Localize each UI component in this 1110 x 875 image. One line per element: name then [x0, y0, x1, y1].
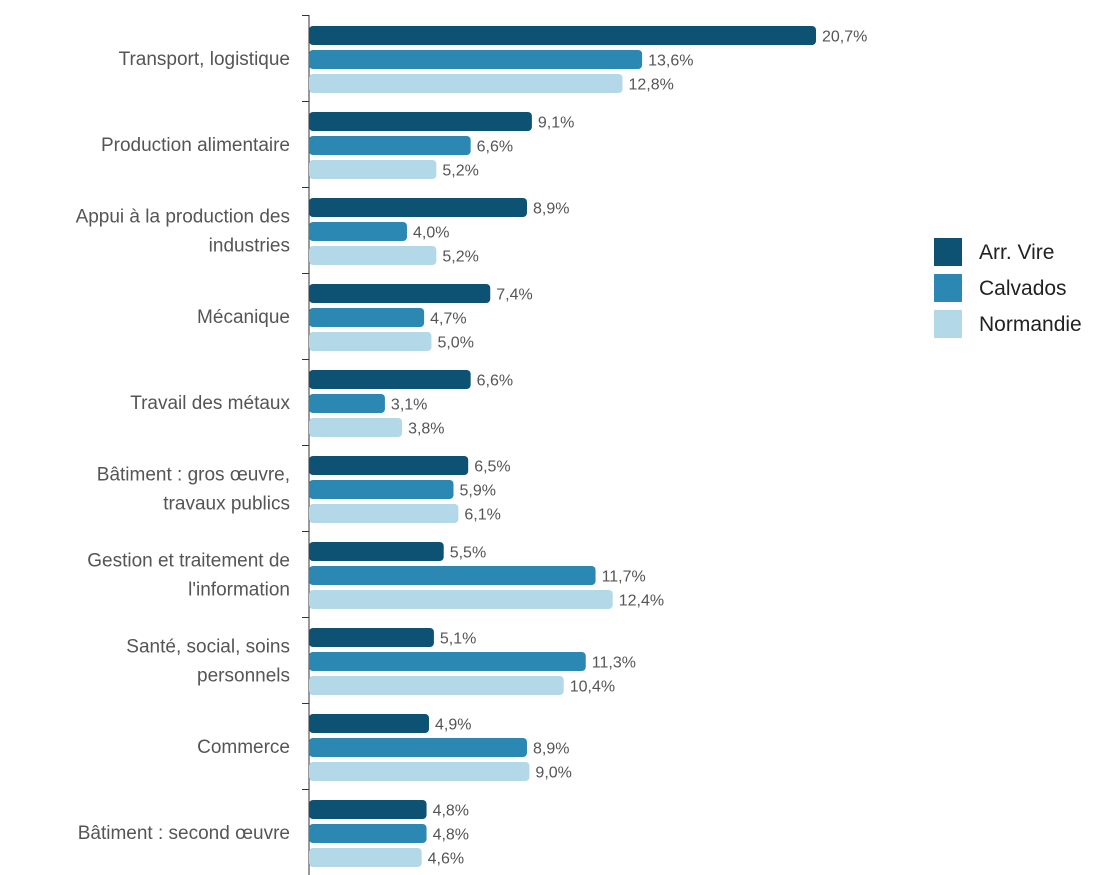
value-label: 5,5% [450, 545, 486, 562]
value-label: 5,2% [442, 249, 478, 266]
category-label: Travail des métaux [130, 393, 290, 414]
value-label: 4,7% [430, 311, 466, 328]
bar-arr-vire-4 [309, 370, 471, 389]
value-label: 5,9% [460, 483, 496, 500]
legend-label: Calvados [979, 277, 1067, 300]
value-label: 5,2% [442, 163, 478, 180]
category-label: Santé, social, soins [126, 637, 290, 658]
bar-calvados-1 [309, 136, 471, 155]
value-label: 12,8% [629, 77, 674, 94]
value-label: 13,6% [648, 53, 693, 70]
bar-arr-vire-3 [309, 284, 491, 303]
value-label: 6,6% [477, 139, 513, 156]
category-label: personnels [197, 666, 290, 687]
bar-normandie-8 [309, 762, 530, 781]
bar-arr-vire-6 [309, 542, 444, 561]
bar-normandie-7 [309, 676, 564, 695]
category-label: Gestion et traitement de [87, 551, 290, 572]
category-label: travaux publics [163, 494, 290, 515]
category-label: industries [209, 236, 290, 257]
legend-label: Arr. Vire [979, 241, 1054, 264]
value-label: 6,1% [464, 507, 500, 524]
bar-normandie-9 [309, 848, 422, 867]
category-label: Commerce [197, 737, 290, 758]
bar-calvados-6 [309, 566, 596, 585]
value-label: 11,3% [592, 655, 636, 672]
value-label: 3,1% [391, 397, 427, 414]
bar-arr-vire-2 [309, 198, 527, 217]
bar-calvados-0 [309, 50, 643, 69]
bar-calvados-5 [309, 480, 454, 499]
legend-label: Normandie [979, 313, 1082, 336]
legend-swatch-0 [934, 238, 962, 266]
bar-calvados-8 [309, 738, 527, 757]
value-label: 6,6% [477, 373, 513, 390]
value-label: 8,9% [533, 741, 569, 758]
value-label: 9,0% [535, 765, 571, 782]
bar-arr-vire-0 [309, 26, 816, 45]
legend-swatch-2 [934, 310, 962, 338]
value-label: 20,7% [822, 29, 867, 46]
bar-calvados-3 [309, 308, 425, 327]
category-label: Mécanique [197, 307, 290, 328]
value-label: 9,1% [538, 115, 574, 132]
bar-normandie-1 [309, 160, 437, 179]
value-label: 8,9% [533, 201, 569, 218]
bar-calvados-9 [309, 824, 427, 843]
bar-normandie-4 [309, 418, 403, 437]
value-label: 4,6% [428, 851, 464, 868]
value-label: 10,4% [570, 679, 615, 696]
category-label: Appui à la production des [76, 207, 290, 228]
bar-arr-vire-8 [309, 714, 430, 733]
category-label: Bâtiment : gros œuvre, [97, 465, 290, 486]
bar-normandie-2 [309, 246, 437, 265]
value-label: 3,8% [408, 421, 444, 438]
value-label: 4,8% [433, 803, 469, 820]
value-label: 4,9% [435, 717, 471, 734]
value-label: 7,4% [496, 287, 532, 304]
category-label: l'information [188, 580, 290, 601]
value-label: 11,7% [602, 569, 646, 586]
value-label: 6,5% [474, 459, 510, 476]
legend-swatch-1 [934, 274, 962, 302]
bar-arr-vire-7 [309, 628, 434, 647]
value-label: 4,0% [413, 225, 449, 242]
bar-normandie-3 [309, 332, 432, 351]
category-label: Production alimentaire [101, 135, 290, 156]
value-label: 12,4% [619, 593, 664, 610]
value-label: 5,0% [437, 335, 473, 352]
bar-arr-vire-5 [309, 456, 469, 475]
category-label: Bâtiment : second œuvre [78, 823, 290, 844]
value-label: 4,8% [433, 827, 469, 844]
bar-arr-vire-9 [309, 800, 427, 819]
bar-calvados-2 [309, 222, 407, 241]
bar-normandie-5 [309, 504, 459, 523]
bar-arr-vire-1 [309, 112, 532, 131]
bar-normandie-0 [309, 74, 623, 93]
value-label: 5,1% [440, 631, 476, 648]
bar-calvados-7 [309, 652, 586, 671]
bar-calvados-4 [309, 394, 385, 413]
bar-normandie-6 [309, 590, 613, 609]
category-label: Transport, logistique [119, 49, 290, 70]
